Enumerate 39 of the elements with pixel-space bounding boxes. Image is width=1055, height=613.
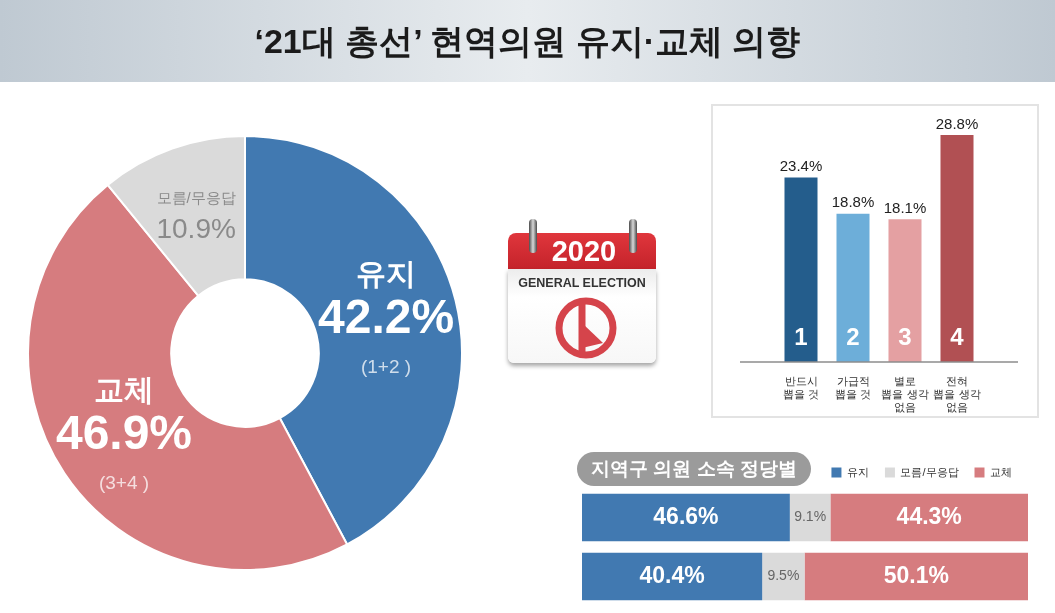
bar — [804, 552, 1028, 601]
data-label: 9.1% — [794, 508, 827, 525]
bar — [940, 135, 974, 362]
bar — [888, 219, 922, 362]
data-label: 46.6% — [653, 502, 719, 529]
annotation: 1 — [794, 322, 808, 350]
x-tick-label: 가급적 뽑을 것 — [834, 374, 872, 400]
annotation: 2 — [846, 322, 860, 350]
annotation: 3 — [898, 322, 912, 350]
text: (3+4 ) — [98, 471, 150, 493]
chart-title: ‘21대 총선’ 현역의원 유지·교체 의향 — [253, 21, 802, 62]
bar — [830, 493, 1028, 542]
bar — [762, 552, 805, 601]
slice-label: 유지 — [356, 256, 417, 290]
bar — [582, 493, 790, 542]
bar — [836, 213, 870, 362]
data-label: 18.1% — [883, 198, 927, 216]
slice-label: 교체 — [93, 372, 154, 406]
legend-label: 교체 — [990, 465, 1012, 478]
data-label: 50.1% — [883, 561, 949, 588]
x-tick-label: 반드시 뽑을 것 — [782, 374, 820, 400]
legend-label: 모름/무응답 — [900, 465, 959, 478]
legend-label: 유지 — [846, 465, 869, 478]
data-label: 23.4% — [779, 157, 823, 175]
data-label: 44.3% — [896, 502, 962, 529]
data-label: 46.9% — [55, 405, 193, 459]
data-label: 28.8% — [935, 114, 979, 132]
bar — [784, 177, 818, 362]
data-label: 10.9% — [156, 212, 236, 244]
data-label: 9.5% — [767, 567, 800, 584]
slice-label: 모름/무응답 — [156, 189, 236, 207]
data-label: 18.8% — [831, 193, 875, 211]
annotation: 4 — [950, 322, 965, 350]
bar — [582, 552, 763, 601]
x-tick-label: 별로 뽑을 생각 없음 — [881, 374, 929, 414]
data-label: 42.2% — [317, 289, 455, 343]
text: (1+2 ) — [360, 355, 412, 377]
x-tick-label: 전혀 뽑을 생각 없음 — [933, 374, 981, 414]
data-label: 40.4% — [639, 561, 705, 588]
